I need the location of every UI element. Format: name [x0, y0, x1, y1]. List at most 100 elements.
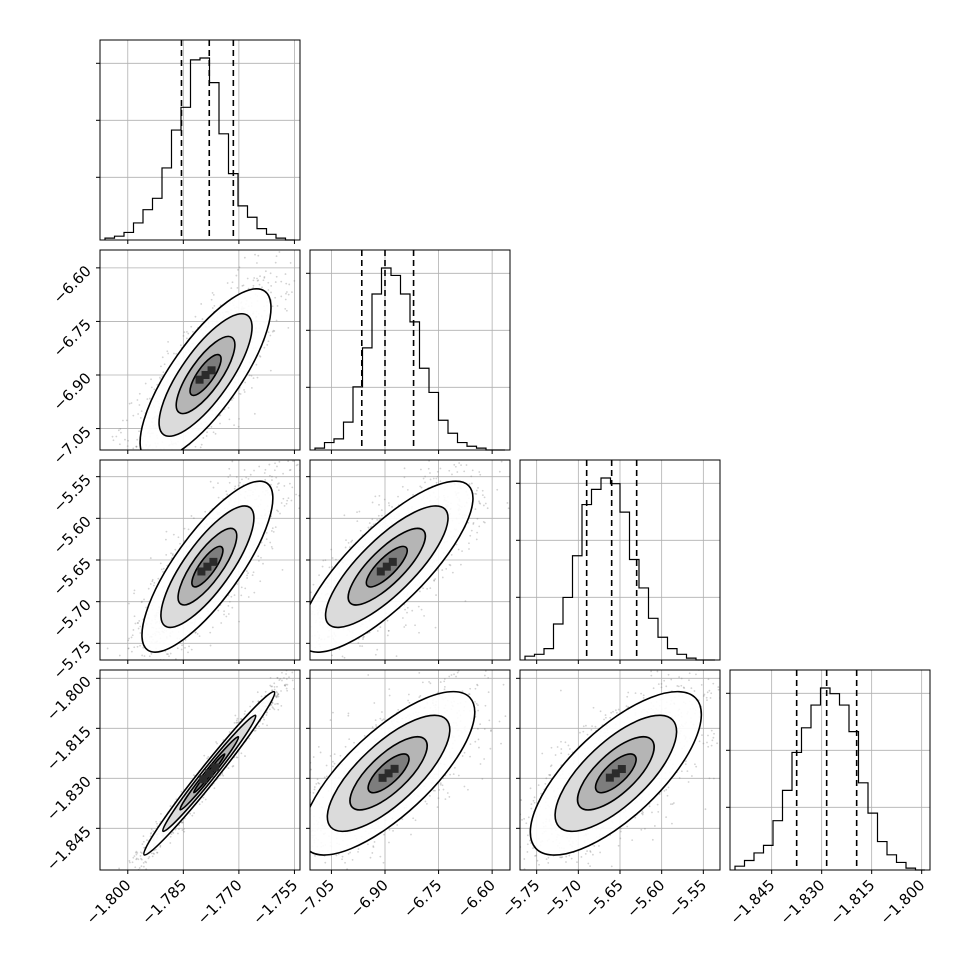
- sample-point: [243, 391, 246, 393]
- sample-point: [266, 724, 268, 727]
- sample-point: [284, 298, 287, 301]
- sample-point: [511, 460, 513, 462]
- sample-point: [275, 690, 278, 693]
- sample-point: [240, 752, 243, 755]
- sample-point: [276, 465, 278, 468]
- sample-point: [177, 471, 179, 473]
- sample-point: [472, 521, 475, 524]
- sample-point: [223, 613, 225, 616]
- sample-point: [272, 329, 275, 332]
- sample-point: [343, 656, 346, 659]
- sample-point: [137, 479, 139, 481]
- sample-point: [476, 531, 479, 534]
- sample-point: [303, 633, 305, 635]
- sample-point: [378, 494, 381, 497]
- sample-point: [277, 693, 280, 696]
- sample-point: [422, 477, 425, 480]
- sample-point: [278, 656, 280, 658]
- sample-point: [142, 512, 144, 514]
- sample-point: [257, 279, 260, 282]
- sample-point: [265, 531, 268, 534]
- sample-point: [507, 507, 510, 510]
- sample-point: [245, 476, 248, 479]
- sample-point: [270, 651, 272, 653]
- sample-point: [464, 600, 467, 603]
- sample-point: [362, 636, 365, 639]
- sample-point: [183, 331, 186, 334]
- sample-point: [356, 511, 358, 514]
- sample-point: [378, 503, 380, 506]
- y-tick-label: −6.75: [50, 316, 95, 361]
- sample-point: [228, 467, 231, 470]
- sample-point: [151, 855, 154, 858]
- sample-point: [276, 509, 278, 512]
- sample-point: [187, 651, 189, 654]
- sample-point: [483, 521, 486, 524]
- sample-point: [228, 481, 231, 484]
- sample-point: [276, 667, 278, 669]
- sample-point: [306, 304, 308, 306]
- sample-point: [227, 719, 229, 721]
- sample-point: [162, 468, 164, 470]
- sample-point: [331, 557, 334, 559]
- sample-point: [170, 833, 173, 836]
- sample-point: [271, 305, 274, 308]
- sample-point: [286, 291, 288, 293]
- sample-point: [164, 685, 166, 687]
- sample-point: [174, 658, 177, 660]
- sample-point: [253, 469, 255, 472]
- sample-point: [248, 737, 251, 740]
- sample-point: [106, 647, 109, 650]
- y-tick-label: −5.75: [50, 637, 95, 682]
- density-bin: [201, 371, 210, 379]
- sample-point: [321, 565, 324, 568]
- sample-point: [152, 584, 155, 587]
- sample-point: [300, 602, 302, 604]
- sample-point: [277, 702, 280, 705]
- sample-point: [276, 483, 279, 485]
- sample-point: [209, 644, 212, 647]
- sample-point: [288, 666, 290, 668]
- sample-point: [227, 604, 230, 607]
- sample-point: [219, 422, 221, 425]
- sample-point: [152, 830, 155, 833]
- sample-point: [331, 566, 334, 568]
- sample-point: [171, 553, 174, 555]
- sample-point: [125, 419, 128, 422]
- sample-point: [127, 647, 130, 650]
- density-panel-2-1: [214, 459, 513, 746]
- sample-point: [234, 485, 237, 488]
- sample-point: [128, 602, 130, 605]
- sample-point: [361, 645, 364, 647]
- sample-point: [341, 655, 344, 658]
- sample-point: [304, 620, 306, 622]
- sample-point: [264, 478, 267, 481]
- histogram-panel-0: [96, 39, 301, 244]
- sample-point: [456, 471, 459, 473]
- histogram-panel-3: −1.845−1.830−1.815−1.800: [726, 669, 931, 928]
- sample-point: [217, 482, 219, 485]
- sample-point: [254, 693, 256, 695]
- sample-point: [168, 655, 170, 658]
- sample-point: [460, 464, 462, 467]
- sample-point: [453, 463, 456, 466]
- sample-point: [149, 688, 151, 690]
- sample-point: [205, 456, 207, 458]
- sample-point: [233, 487, 236, 490]
- sample-point: [150, 378, 152, 381]
- sample-point: [478, 500, 480, 503]
- sample-point: [228, 418, 231, 421]
- sample-point: [214, 744, 216, 746]
- sample-point: [439, 480, 442, 483]
- sample-point: [116, 494, 118, 496]
- sample-point: [138, 873, 140, 875]
- sample-point: [469, 534, 472, 537]
- sample-point: [284, 307, 287, 310]
- sample-point: [298, 661, 300, 663]
- sample-point: [147, 587, 150, 590]
- sample-point: [290, 649, 292, 651]
- sample-point: [212, 486, 215, 489]
- sample-point: [135, 858, 138, 861]
- sample-point: [115, 491, 117, 493]
- sample-point: [178, 828, 180, 831]
